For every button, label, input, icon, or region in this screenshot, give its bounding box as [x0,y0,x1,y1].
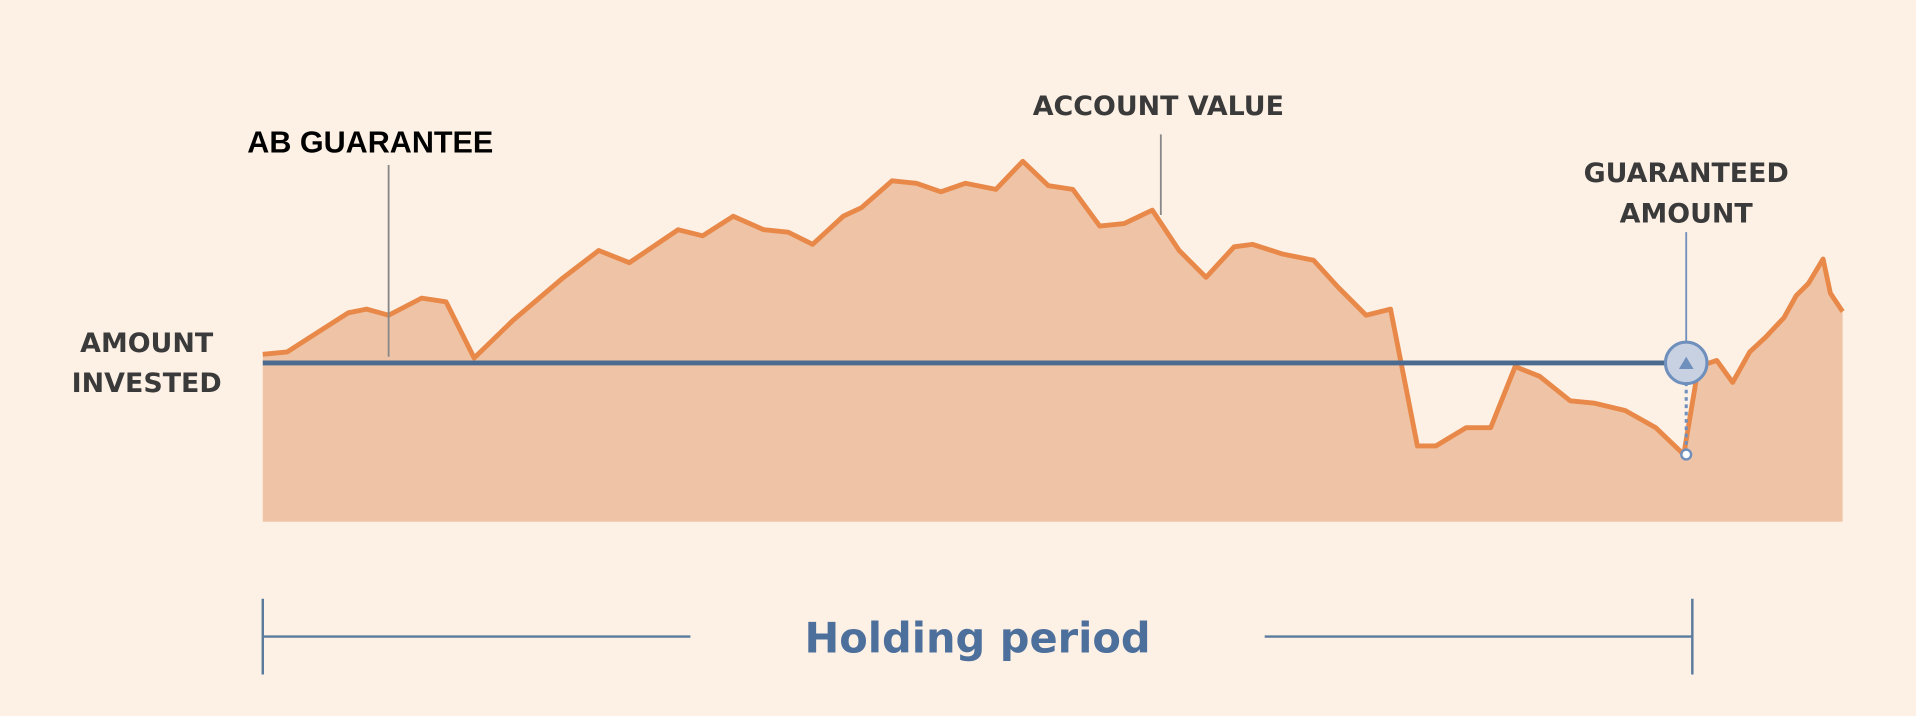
holding-period-bracket [261,598,1694,675]
amount-invested-label: INVESTED [72,368,222,399]
amount-invested-label: AMOUNT [80,328,214,359]
account-value-label: ACCOUNT VALUE [1033,91,1284,122]
guaranteed-amount-label: GUARANTEED [1584,158,1789,189]
arrow-head [1678,356,1694,369]
account-value-line [262,158,1845,457]
top-up-base [1680,448,1693,461]
guaranteed-amount-label: AMOUNT [1620,198,1754,229]
account-value-area [262,161,1843,522]
ab-guarantee-label: AB GUARANTEE [247,126,493,160]
holding-period-label: Holding period [804,613,1150,662]
